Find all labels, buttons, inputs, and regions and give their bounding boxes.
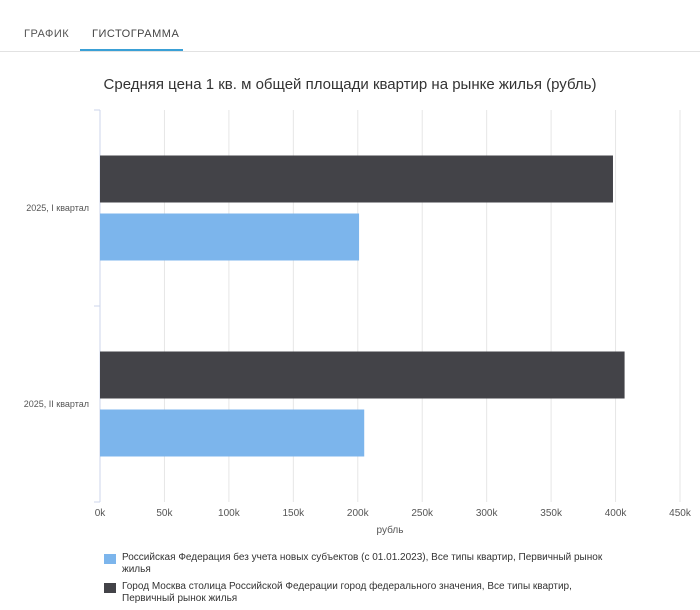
x-tick-label: 150k [282,508,305,519]
legend-label: Город Москва столица Российской Федераци… [122,581,572,604]
active-tab-indicator [80,49,183,51]
legend-swatch [104,554,116,564]
chart-legend: Российская Федерация без учета новых суб… [104,552,624,610]
x-tick-label: 250k [411,508,434,519]
x-tick-label: 200k [347,508,370,519]
x-tick-label: 400k [605,508,628,519]
tab-histogram[interactable]: ГИСТОГРАММА [92,28,180,40]
x-tick-label: 0k [95,508,107,519]
x-tick-label: 300k [476,508,499,519]
x-tick-label: 100k [218,508,241,519]
bar [100,351,625,399]
x-axis-title: рубль [377,524,404,536]
tab-graph[interactable]: ГРАФИК [24,28,70,40]
bar [100,409,365,457]
x-tick-label: 350k [540,508,563,519]
legend-item[interactable]: Город Москва столица Российской Федераци… [104,581,624,605]
legend-swatch [104,583,116,593]
bar [100,155,613,203]
legend-item[interactable]: Российская Федерация без учета новых суб… [104,552,624,576]
x-tick-label: 50k [156,508,173,519]
y-category-label: 2025, I квартал [26,203,89,213]
bar [100,213,360,261]
x-tick-label: 450k [669,508,692,519]
chart-tabs: ГРАФИК ГИСТОГРАММА [0,0,700,52]
chart-title: Средняя цена 1 кв. м общей площади кварт… [103,76,597,93]
legend-label: Российская Федерация без учета новых суб… [122,552,603,575]
y-category-label: 2025, II квартал [24,399,89,409]
